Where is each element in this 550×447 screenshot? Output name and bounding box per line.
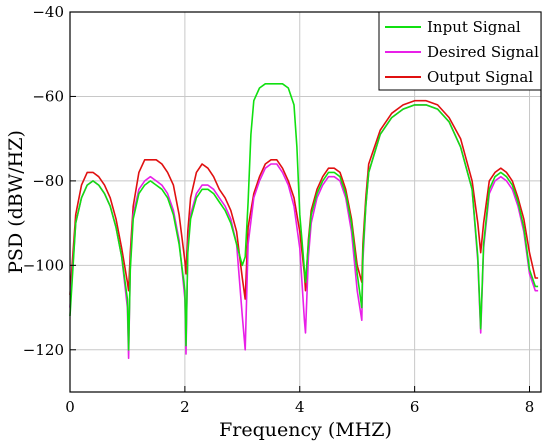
legend-label-input: Input Signal xyxy=(427,18,521,36)
series-line-desired-signal xyxy=(69,104,539,360)
plot-frame xyxy=(69,11,542,393)
legend-item-input: Input Signal xyxy=(385,18,521,36)
legend: Input Signal Desired Signal Output Signa… xyxy=(378,11,542,91)
legend-label-desired: Desired Signal xyxy=(427,43,539,61)
legend-label-output: Output Signal xyxy=(427,68,533,86)
x-tick-label: 6 xyxy=(410,398,420,416)
series-layer xyxy=(69,83,539,360)
legend-item-desired: Desired Signal xyxy=(385,43,539,61)
y-tick-label: −120 xyxy=(23,341,64,359)
legend-item-output: Output Signal xyxy=(385,68,533,86)
x-tick-label: 0 xyxy=(65,398,75,416)
y-axis-label: PSD (dBW/HZ) xyxy=(5,130,27,274)
x-tick-label: 2 xyxy=(180,398,190,416)
series-line-input-signal xyxy=(69,83,539,351)
x-tick-label: 8 xyxy=(525,398,535,416)
y-tick-label: −60 xyxy=(32,87,64,105)
axis-ticks: 0 2 4 6 8 −40 −60 −80 −100 −120 xyxy=(23,3,534,416)
y-tick-label: −80 xyxy=(32,172,64,190)
y-tick-label: −100 xyxy=(23,256,64,274)
x-axis-label: Frequency (MHZ) xyxy=(219,419,392,441)
series-line-output-signal xyxy=(69,99,539,300)
y-tick-label: −40 xyxy=(32,3,64,21)
x-tick-label: 4 xyxy=(295,398,305,416)
